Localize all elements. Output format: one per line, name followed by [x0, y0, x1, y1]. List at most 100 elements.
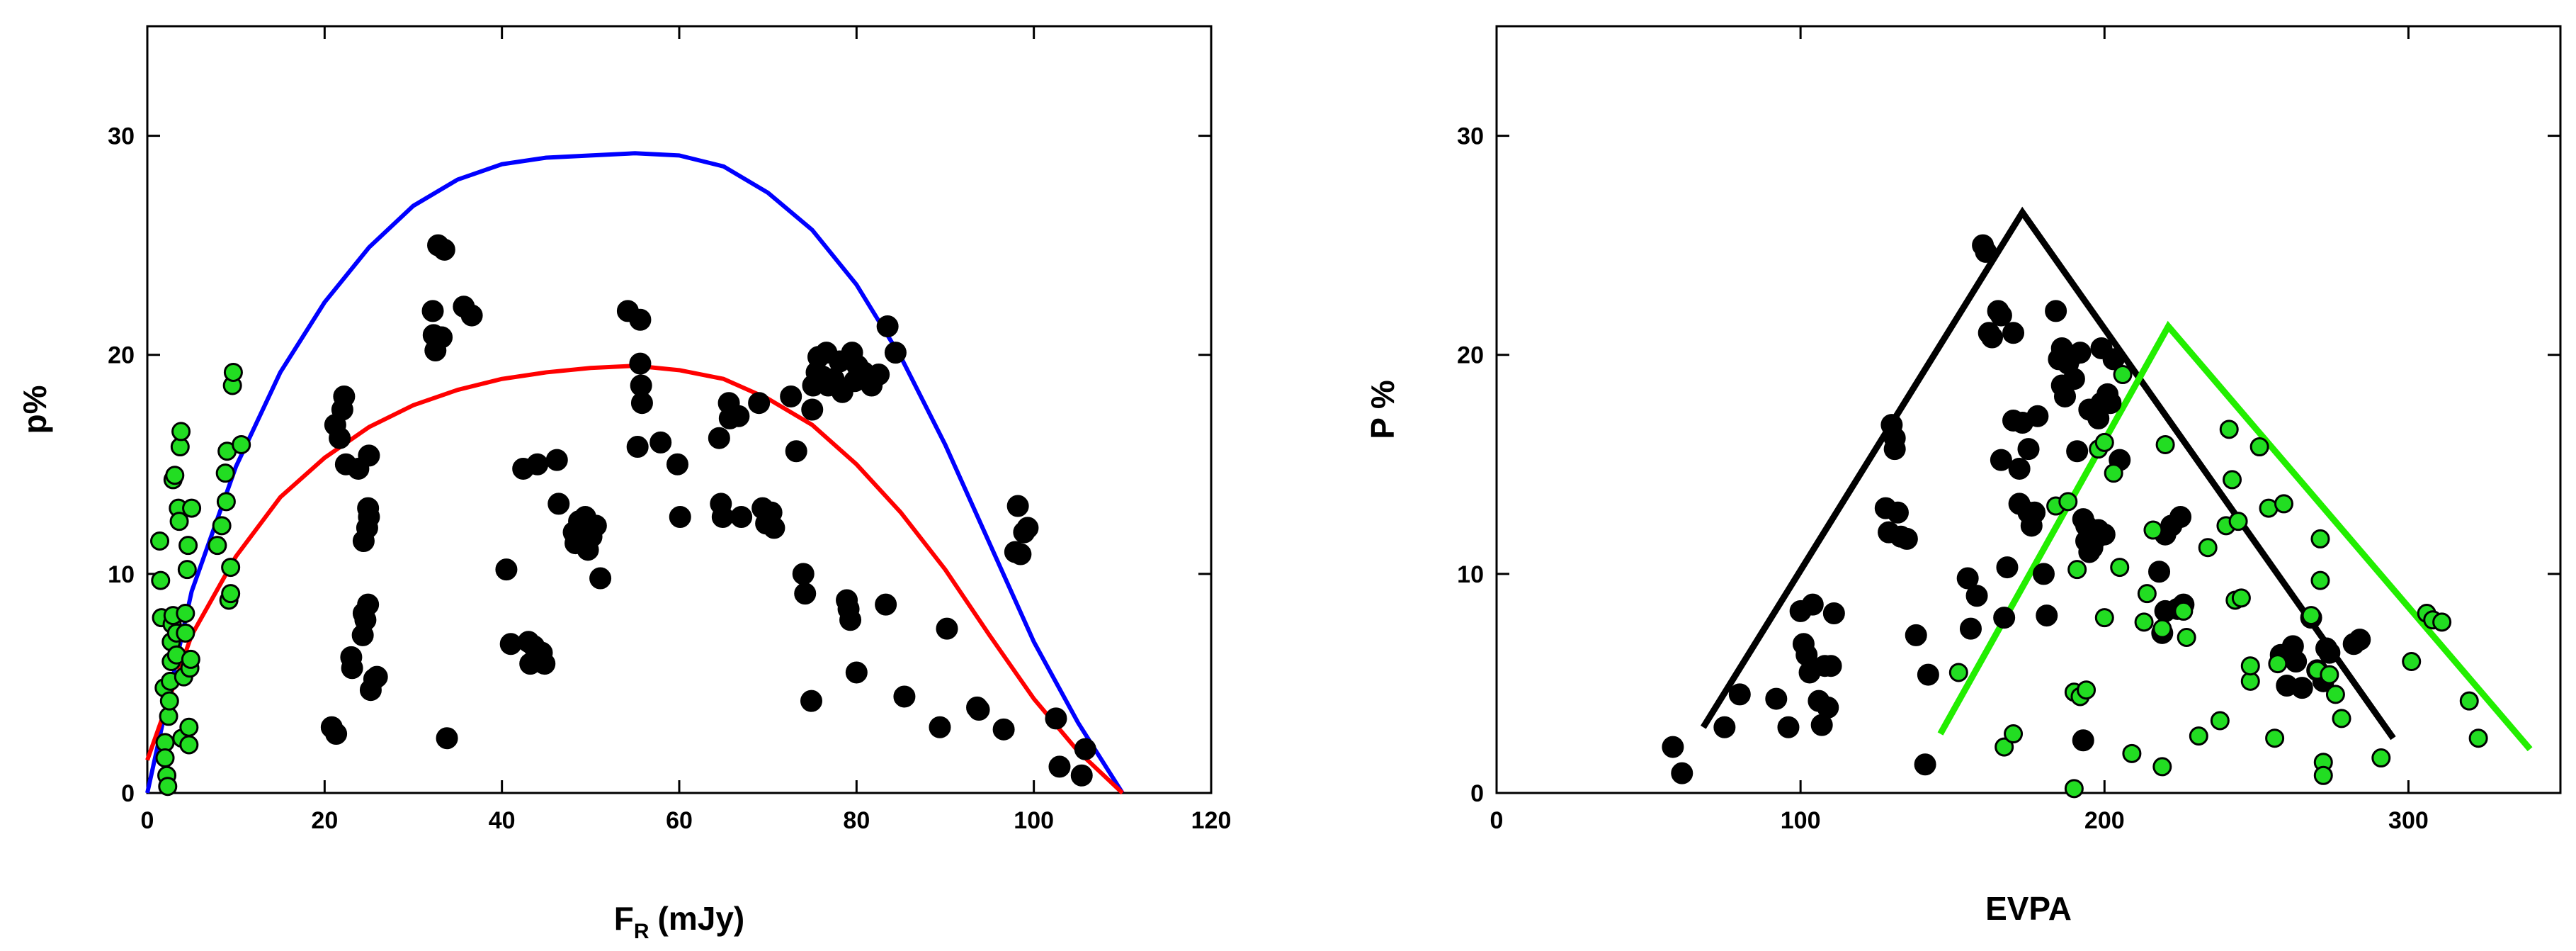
left-black-data-point [436, 727, 458, 750]
left-y-tick-label: 30 [108, 123, 135, 150]
right-black-data-point [2291, 677, 2313, 699]
right-green-data-point [2067, 560, 2087, 580]
right-green-data-point [2152, 619, 2172, 638]
right-green-data-point [2113, 365, 2133, 385]
right-green-data-point [2155, 434, 2175, 454]
left-black-data-point [357, 497, 380, 519]
right-green-data-point [2332, 709, 2351, 728]
left-green-data-point [150, 531, 170, 551]
left-green-data-point [179, 717, 199, 737]
right-y-axis-label: P % [1364, 380, 1401, 439]
left-green-data-point [208, 536, 227, 556]
left-black-data-point [801, 398, 824, 421]
left-black-data-point [792, 563, 815, 585]
left-black-data-point [884, 342, 907, 364]
left-green-data-point [177, 560, 197, 580]
right-green-data-point [2223, 470, 2242, 490]
left-x-tick-label: 60 [666, 807, 693, 834]
right-x-axis-label: EVPA [1985, 890, 2072, 927]
right-black-data-point [1713, 716, 1736, 738]
right-green-data-point [2265, 728, 2285, 748]
right-green-data-point [1948, 663, 1968, 682]
left-green-data-point [151, 570, 171, 590]
right-x-tick-label: 300 [2388, 807, 2429, 834]
right-green-data-point [2210, 711, 2230, 731]
right-green-data-point [2174, 601, 2194, 621]
right-green-data-point [2064, 779, 2084, 799]
right-green-data-point [2189, 726, 2208, 746]
right-axis-ticks: 0 100 200 300 0 10 20 30 [1457, 26, 2560, 834]
left-green-data-point [179, 735, 199, 755]
right-green-data-point [2122, 743, 2142, 763]
left-black-data-point [968, 699, 990, 721]
right-data-points [1662, 234, 2488, 799]
left-black-data-point [1006, 495, 1029, 517]
left-black-data-point [875, 593, 897, 616]
left-model-curve [145, 364, 1124, 795]
right-black-data-point [1981, 326, 2004, 349]
right-green-data-point [2268, 654, 2288, 674]
left-black-data-point [936, 617, 958, 640]
left-green-data-point [165, 466, 185, 485]
left-green-data-point [176, 604, 195, 624]
right-black-data-point [1975, 240, 1997, 263]
right-black-data-point [1917, 663, 1939, 686]
right-black-data-point [2002, 322, 2025, 344]
right-envelope-line [1937, 320, 2533, 752]
left-y-tick-label: 0 [121, 780, 135, 807]
right-green-data-point [2231, 588, 2251, 608]
left-black-data-point [785, 440, 807, 463]
right-black-data-point [1914, 753, 1936, 776]
left-x-tick-label: 120 [1191, 807, 1232, 834]
left-green-data-point [215, 463, 235, 483]
left-x-tick-label: 0 [141, 807, 154, 834]
left-black-data-point [1016, 517, 1039, 539]
left-x-axis-label: FR (mJy) [614, 900, 745, 943]
right-green-data-point [2301, 606, 2321, 626]
left-black-data-point [545, 449, 568, 471]
left-x-axis-label-main: F [614, 900, 634, 937]
left-green-data-point [178, 536, 198, 556]
left-black-data-point [876, 315, 899, 338]
left-black-data-point [868, 364, 890, 386]
right-green-data-point [2134, 612, 2154, 632]
left-black-data-point [708, 427, 730, 449]
left-black-data-point [1048, 755, 1071, 778]
left-green-data-point [182, 498, 202, 518]
right-green-data-point [2468, 728, 2488, 748]
right-black-data-point [2148, 561, 2171, 583]
left-black-data-point [460, 304, 483, 327]
right-green-data-point [2004, 724, 2024, 744]
right-black-data-point [1801, 593, 1824, 616]
right-green-data-point [2137, 584, 2157, 604]
left-black-data-point [669, 505, 691, 528]
right-black-data-point [2099, 392, 2122, 415]
left-black-data-point [433, 238, 455, 261]
right-green-data-point [2249, 437, 2269, 457]
left-black-data-point [1009, 543, 1032, 565]
right-envelope-line [1700, 206, 2396, 741]
right-green-data-point [2274, 494, 2293, 514]
left-black-data-point [358, 444, 380, 467]
left-y-tick-label: 10 [108, 561, 135, 588]
right-black-data-point [1996, 556, 2019, 579]
right-green-data-point [2094, 608, 2114, 628]
left-x-tick-label: 80 [843, 807, 870, 834]
left-black-data-point [547, 493, 570, 515]
right-black-data-point [2066, 440, 2089, 463]
right-black-data-point [2036, 604, 2058, 627]
right-black-data-point [1765, 687, 1788, 710]
right-black-data-point [1883, 438, 1906, 461]
left-black-data-point [893, 685, 916, 708]
right-black-data-point [1959, 617, 1982, 640]
left-green-data-point [155, 748, 175, 768]
left-black-data-point [629, 352, 652, 375]
left-y-tick-label: 20 [108, 342, 135, 369]
left-green-data-point [158, 777, 178, 797]
left-black-data-point [357, 593, 380, 616]
left-black-data-point [727, 405, 750, 427]
right-green-data-point [2198, 538, 2218, 558]
right-black-data-point [1822, 602, 1845, 625]
right-black-data-point [2026, 405, 2049, 427]
